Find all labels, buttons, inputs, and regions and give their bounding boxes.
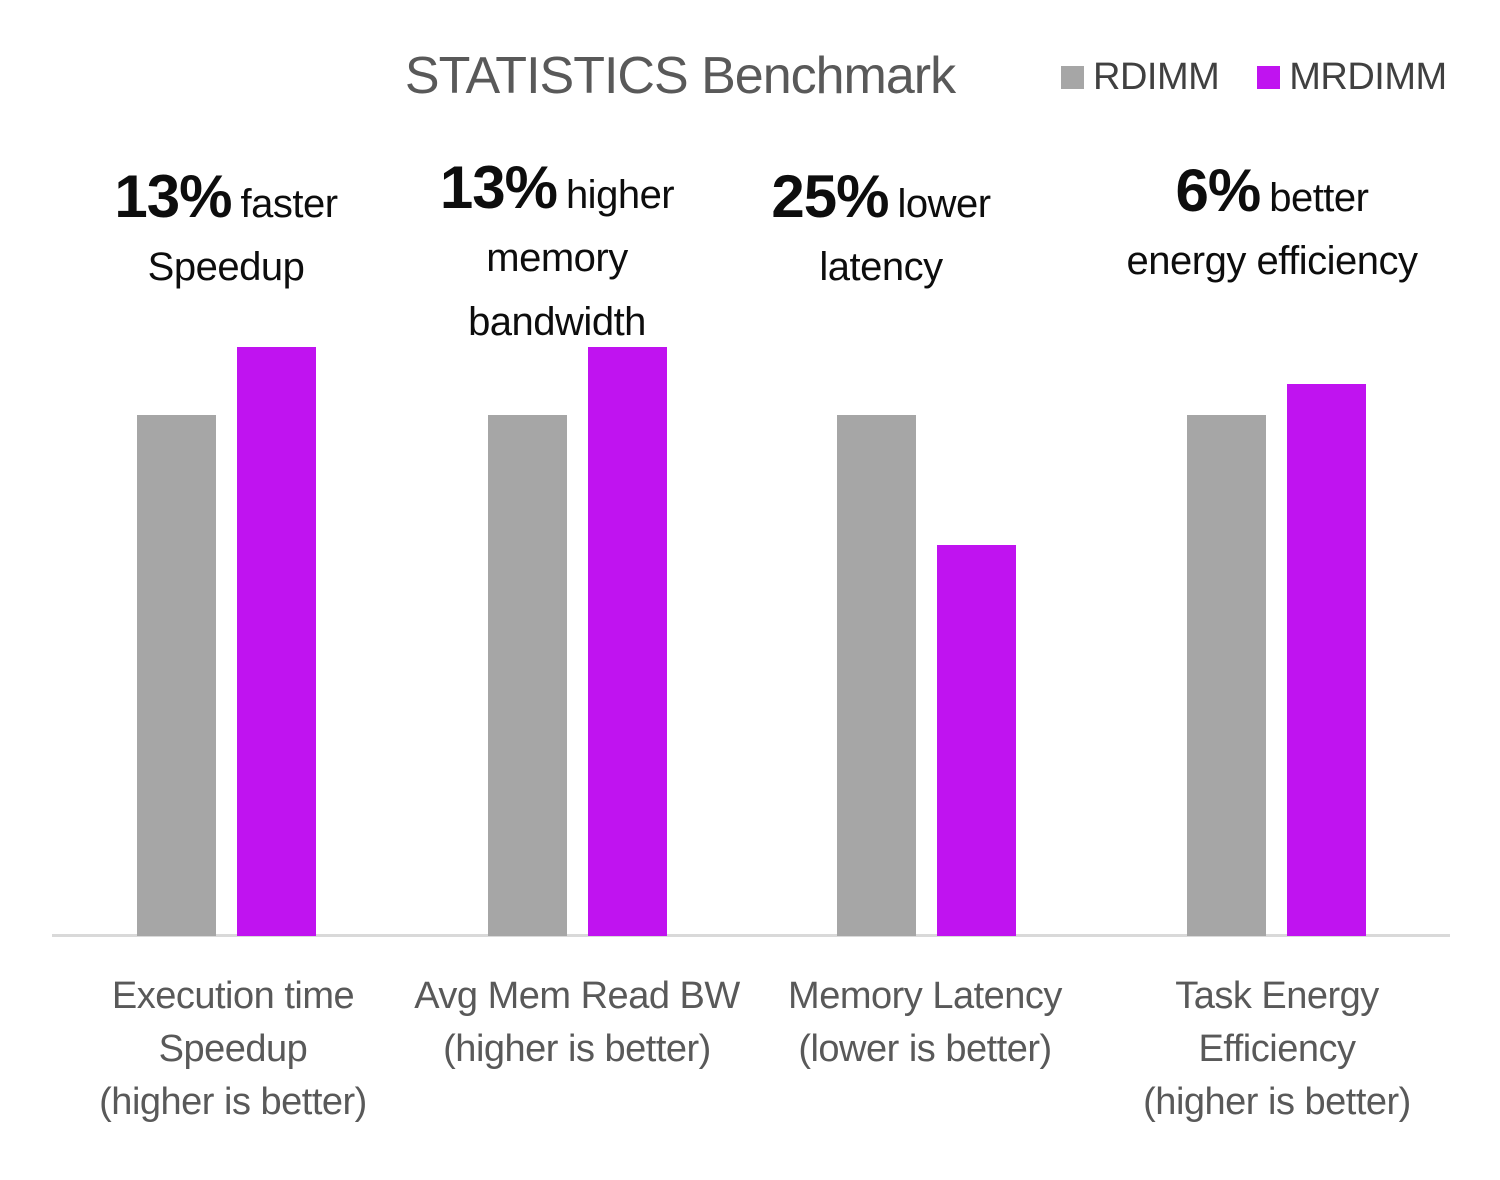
annotation-suffix: lower xyxy=(897,182,992,226)
bar-mrdimm-group4 xyxy=(1287,384,1366,936)
annotation-line: Speedup xyxy=(147,245,305,289)
category-line: Task Energy xyxy=(1175,975,1379,1017)
annotation-bandwidth: 13% higher memory bandwidth xyxy=(377,153,737,350)
annotation-speedup: 13% faster Speedup xyxy=(46,162,406,295)
annotation-pct: 13% xyxy=(114,163,232,230)
annotation-pct: 13% xyxy=(439,154,558,221)
annotation-latency: 25% lower latency xyxy=(701,162,1061,295)
category-label-energy-efficiency: Task Energy Efficiency (higher is better… xyxy=(1097,970,1457,1129)
annotation-energy: 6% better energy efficiency xyxy=(1092,156,1452,289)
category-label-mem-read-bw: Avg Mem Read BW (higher is better) xyxy=(397,970,757,1076)
category-line: (higher is better) xyxy=(443,1028,711,1070)
annotation-line: memory xyxy=(486,236,628,280)
bar-rdimm-group2 xyxy=(488,415,567,936)
legend: RDIMM MRDIMM xyxy=(1061,56,1447,99)
rdimm-swatch-icon xyxy=(1061,66,1084,89)
annotation-suffix: faster xyxy=(240,182,339,226)
category-line: Execution time xyxy=(111,975,355,1017)
category-line: Avg Mem Read BW xyxy=(414,975,740,1017)
annotation-pct: 6% xyxy=(1175,157,1261,224)
annotation-line: bandwidth xyxy=(468,300,646,344)
category-line: Speedup xyxy=(158,1028,308,1070)
legend-label-mrdimm: MRDIMM xyxy=(1289,56,1447,98)
category-line: (higher is better) xyxy=(1143,1081,1411,1123)
bar-mrdimm-group1 xyxy=(237,347,316,936)
bar-rdimm-group1 xyxy=(137,415,216,936)
legend-label-rdimm: RDIMM xyxy=(1093,56,1220,98)
category-label-execution-time: Execution time Speedup (higher is better… xyxy=(53,970,413,1129)
bar-mrdimm-group3 xyxy=(937,545,1016,936)
legend-item-rdimm: RDIMM xyxy=(1061,56,1220,99)
category-label-memory-latency: Memory Latency (lower is better) xyxy=(745,970,1105,1076)
annotation-suffix: better xyxy=(1269,176,1369,220)
x-axis-line xyxy=(52,934,1450,937)
category-line: Efficiency xyxy=(1198,1028,1356,1070)
annotation-line: latency xyxy=(819,245,943,289)
bar-mrdimm-group2 xyxy=(588,347,667,936)
legend-item-mrdimm: MRDIMM xyxy=(1257,56,1447,99)
category-line: (lower is better) xyxy=(798,1028,1052,1070)
annotation-pct: 25% xyxy=(771,163,889,230)
page-title: STATISTICS Benchmark xyxy=(404,47,956,105)
bar-rdimm-group4 xyxy=(1187,415,1266,936)
category-line: Memory Latency xyxy=(788,975,1062,1017)
category-line: (higher is better) xyxy=(99,1081,367,1123)
annotation-line: energy efficiency xyxy=(1126,239,1418,283)
bar-rdimm-group3 xyxy=(837,415,916,936)
mrdimm-swatch-icon xyxy=(1257,66,1281,89)
annotation-suffix: higher xyxy=(565,173,675,217)
